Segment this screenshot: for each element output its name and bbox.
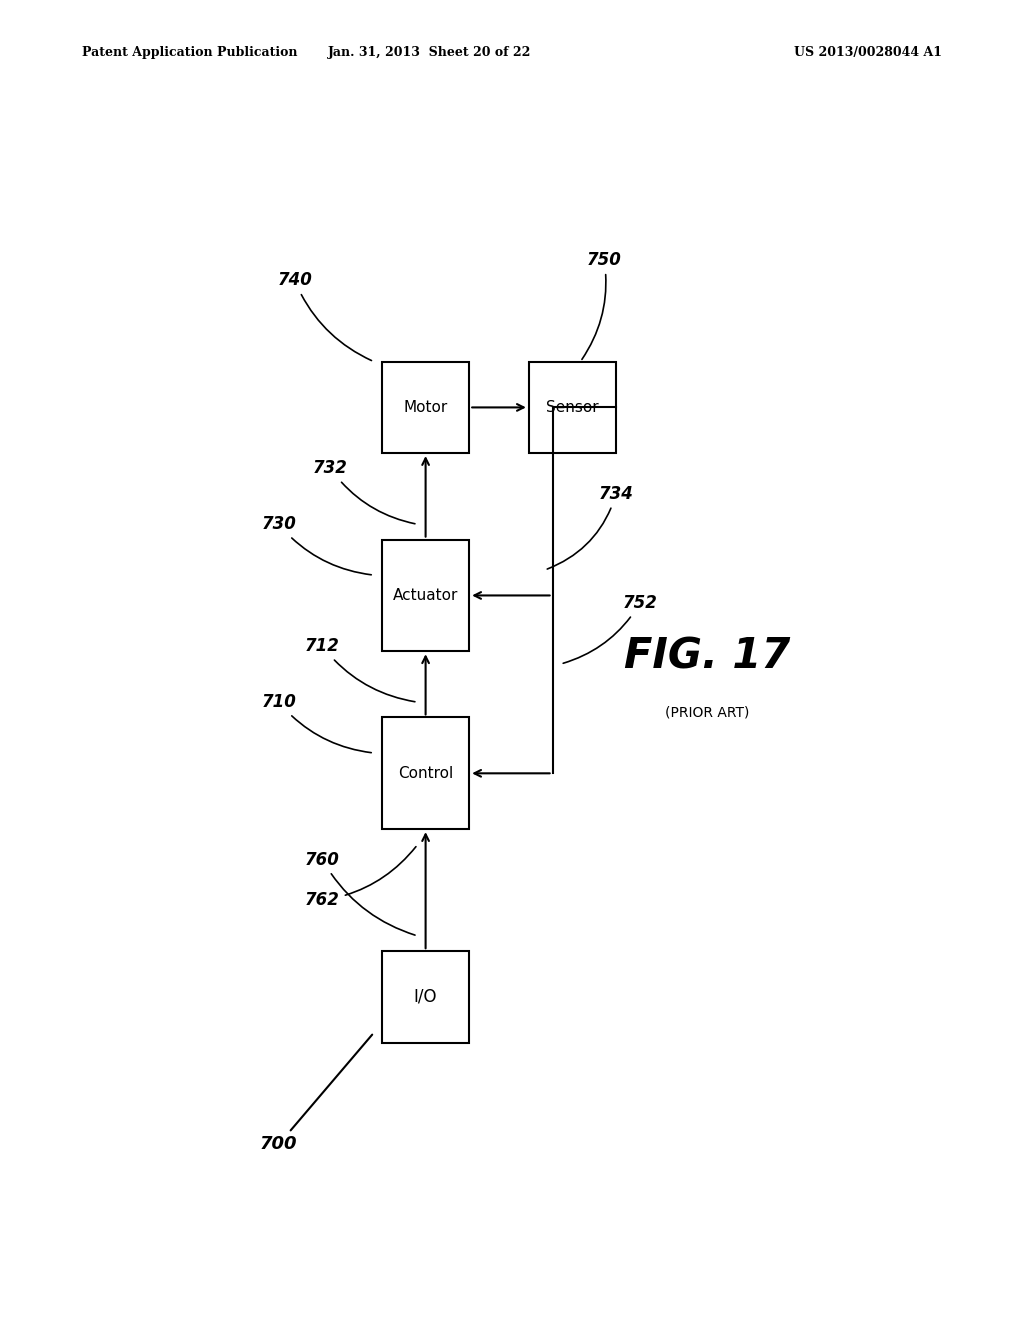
Text: 760: 760 — [305, 850, 415, 935]
Text: 712: 712 — [305, 638, 415, 702]
FancyBboxPatch shape — [382, 718, 469, 829]
Text: 750: 750 — [582, 251, 622, 359]
FancyBboxPatch shape — [382, 952, 469, 1043]
FancyBboxPatch shape — [382, 362, 469, 453]
Text: Actuator: Actuator — [393, 587, 459, 603]
Text: 762: 762 — [305, 846, 416, 909]
Text: Motor: Motor — [403, 400, 447, 414]
Text: 700: 700 — [260, 1035, 372, 1154]
Text: 710: 710 — [261, 693, 372, 752]
FancyBboxPatch shape — [382, 540, 469, 651]
Text: Sensor: Sensor — [546, 400, 599, 414]
Text: Jan. 31, 2013  Sheet 20 of 22: Jan. 31, 2013 Sheet 20 of 22 — [329, 46, 531, 59]
Text: Control: Control — [398, 766, 454, 781]
Text: FIG. 17: FIG. 17 — [625, 635, 791, 677]
Text: 752: 752 — [563, 594, 657, 663]
Text: US 2013/0028044 A1: US 2013/0028044 A1 — [794, 46, 942, 59]
Text: Patent Application Publication: Patent Application Publication — [82, 46, 297, 59]
Text: 730: 730 — [261, 515, 372, 574]
Text: (PRIOR ART): (PRIOR ART) — [666, 705, 750, 719]
Text: 734: 734 — [547, 484, 634, 569]
Text: I/O: I/O — [414, 987, 437, 1006]
Text: 740: 740 — [278, 272, 372, 360]
FancyBboxPatch shape — [528, 362, 616, 453]
Text: 732: 732 — [313, 459, 415, 524]
